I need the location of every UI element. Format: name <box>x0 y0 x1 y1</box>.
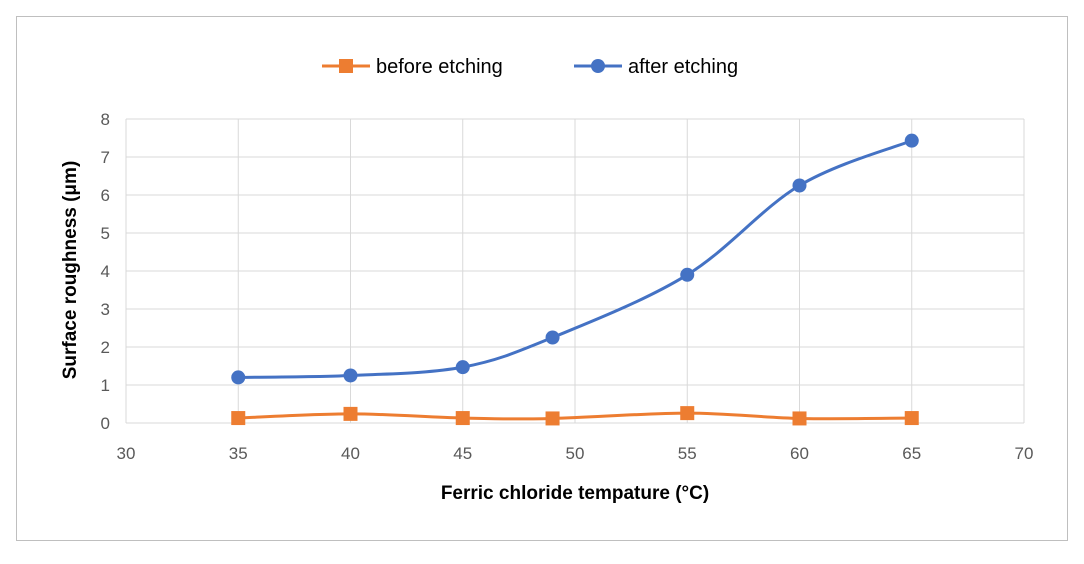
data-point-before-etching <box>455 411 470 426</box>
data-point-after-etching <box>455 360 470 375</box>
legend-marker-after-etching <box>591 59 605 73</box>
y-tick-label: 5 <box>101 224 110 243</box>
x-tick-label: 60 <box>790 444 809 463</box>
chart-frame <box>16 16 1068 541</box>
data-point-before-etching <box>343 406 358 421</box>
y-tick-label: 1 <box>101 376 110 395</box>
data-point-after-etching <box>680 267 695 282</box>
x-tick-label: 55 <box>678 444 697 463</box>
legend: before etching after etching <box>322 56 738 78</box>
legend-marker-before-etching <box>339 59 353 73</box>
x-axis-title: Ferric chloride tempature (°C) <box>441 483 709 504</box>
x-tick-label: 35 <box>229 444 248 463</box>
y-tick-label: 7 <box>101 148 110 167</box>
data-point-after-etching <box>231 370 246 385</box>
data-point-before-etching <box>545 411 560 426</box>
data-point-after-etching <box>545 330 560 345</box>
legend-label-before-etching: before etching <box>376 56 503 78</box>
x-tick-label: 70 <box>1015 444 1034 463</box>
x-tick-label: 50 <box>566 444 585 463</box>
x-tick-label: 65 <box>902 444 921 463</box>
data-point-before-etching <box>904 411 919 426</box>
x-tick-label: 40 <box>341 444 360 463</box>
grid-lines <box>125 118 1025 424</box>
y-tick-label: 6 <box>101 186 110 205</box>
x-tick-label: 30 <box>117 444 136 463</box>
y-tick-label: 3 <box>101 300 110 319</box>
series-lines <box>231 133 919 426</box>
y-tick-label: 2 <box>101 338 110 357</box>
data-point-after-etching <box>792 178 807 193</box>
data-point-before-etching <box>792 411 807 426</box>
data-point-before-etching <box>231 411 246 426</box>
y-tick-label: 4 <box>101 262 110 281</box>
x-tick-label: 45 <box>453 444 472 463</box>
y-tick-label: 0 <box>101 414 110 433</box>
data-point-after-etching <box>343 368 358 383</box>
y-axis-title: Surface roughness (μm) <box>60 161 81 380</box>
legend-label-after-etching: after etching <box>628 56 738 78</box>
data-point-after-etching <box>904 133 919 148</box>
data-point-before-etching <box>680 406 695 421</box>
y-tick-label: 8 <box>101 110 110 129</box>
